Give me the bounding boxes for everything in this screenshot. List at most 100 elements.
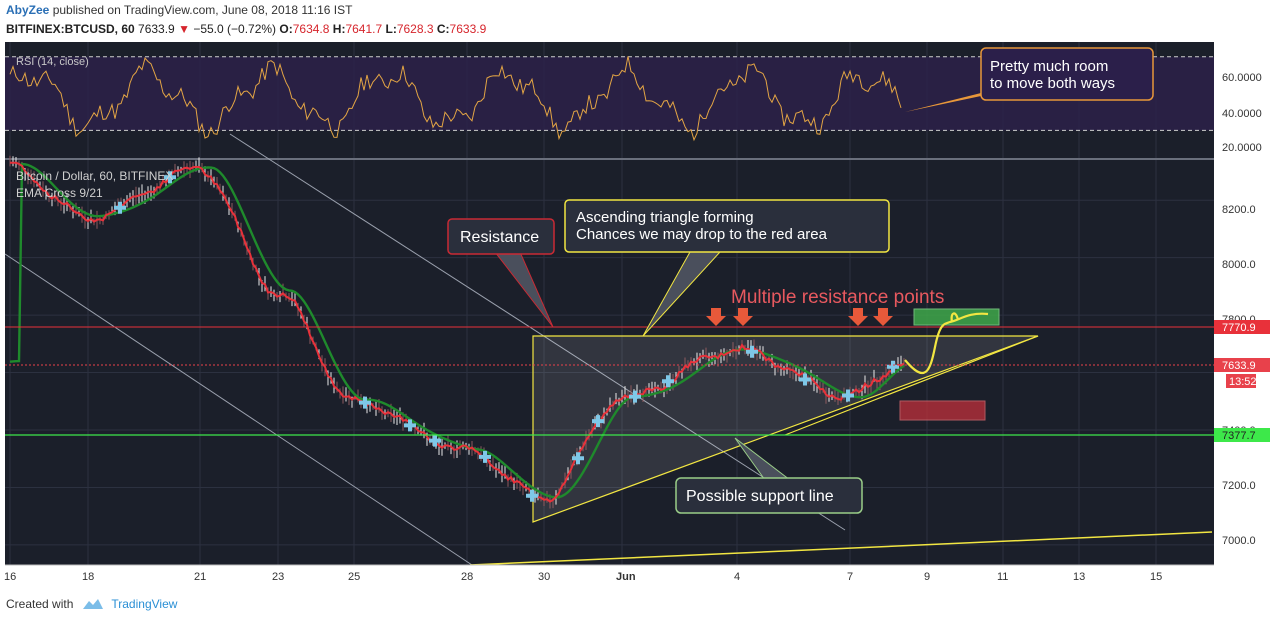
close-value: 7633.9 xyxy=(449,22,487,36)
price-change: −55.0 (−0.72%) xyxy=(193,22,277,36)
time-tick-label: 16 xyxy=(4,571,16,583)
time-tick-label: 28 xyxy=(461,571,473,583)
rsi-callout-box xyxy=(980,47,1154,101)
triangle-callout-line-1: Ascending triangle forming xyxy=(576,209,754,226)
resistance-arrow-icon xyxy=(706,308,726,326)
time-tick-label: 23 xyxy=(272,571,284,583)
indicator-label: EMA Cross 9/21 xyxy=(16,186,103,200)
ema-fast-line xyxy=(9,161,905,503)
ema-cross-plus-icon xyxy=(629,390,641,403)
resistance-arrow-icon xyxy=(733,308,753,326)
published-text: published on TradingView.com, June 08, 2… xyxy=(52,3,353,17)
symbol-header: BITFINEX:BTCUSD, 60 7633.9 ▼ −55.0 (−0.7… xyxy=(6,22,486,36)
ema-cross-plus-icon xyxy=(842,389,854,402)
last-price-badge xyxy=(1214,358,1270,372)
ema-cross-plus-icon xyxy=(164,171,176,184)
long-trend-line xyxy=(469,531,1213,566)
rsi-line xyxy=(9,56,902,142)
ema-cross-plus-icon xyxy=(404,419,416,432)
resistance-badge-text: 7770.9 xyxy=(1222,322,1256,334)
tradingview-link[interactable]: TradingView xyxy=(111,597,178,611)
high-value: 7641.7 xyxy=(345,22,383,36)
open-value: 7634.8 xyxy=(292,22,330,36)
ema-cross-markers xyxy=(114,171,899,502)
high-label: H: xyxy=(332,22,346,36)
time-tick-label: 4 xyxy=(734,571,740,583)
close-label: C: xyxy=(436,22,450,36)
support-badge-text: 7377.7 xyxy=(1222,430,1256,442)
last-price: 7633.9 xyxy=(138,22,175,36)
rsi-tick-20: 20.0000 xyxy=(1222,142,1262,154)
price-tick-8200: 8200.0 xyxy=(1222,204,1256,216)
rsi-callout: Pretty much room to move both ways xyxy=(905,47,1154,112)
rsi-callout-line-1: Pretty much room xyxy=(990,58,1108,75)
rsi-tick-40: 40.0000 xyxy=(1222,108,1262,120)
symbol: BITFINEX:BTCUSD, 60 xyxy=(6,22,135,36)
time-tick-label: 13 xyxy=(1073,571,1085,583)
timer-badge-text: 13:52 xyxy=(1229,376,1257,388)
ema-cross-plus-icon xyxy=(479,450,491,463)
rsi-callout-pointer xyxy=(905,92,1000,112)
ema-cross-plus-icon xyxy=(799,373,811,386)
ema-cross-plus-icon xyxy=(114,201,126,214)
ema-cross-plus-icon xyxy=(662,375,674,388)
projected-path xyxy=(904,312,989,374)
support-callout-text: Possible support line xyxy=(686,488,834,505)
triangle-inner-support xyxy=(784,335,1039,436)
timer-badge xyxy=(1226,374,1256,388)
ema-cross-plus-icon xyxy=(746,345,758,358)
triangle-callout: Ascending triangle forming Chances we ma… xyxy=(564,199,890,337)
time-tick-label: Jun xyxy=(616,571,636,583)
down-arrow-icon: ▼ xyxy=(178,22,190,36)
time-tick-label: 9 xyxy=(924,571,930,583)
footer: Created with TradingView xyxy=(6,597,177,611)
projected-path-loop xyxy=(950,312,960,323)
ema-cross-plus-icon xyxy=(887,360,899,373)
price-axis xyxy=(1214,42,1270,565)
time-axis-labels: 16 18 21 23 25 28 30 Jun 4 7 9 11 13 15 xyxy=(4,571,1162,583)
red-target-box xyxy=(899,400,986,421)
ema-cross-plus-icon xyxy=(429,434,441,447)
rsi-tick-60: 60.0000 xyxy=(1222,72,1262,84)
resistance-badge xyxy=(1214,320,1270,334)
multiple-resistance-text: Multiple resistance points xyxy=(731,287,944,308)
low-value: 7628.3 xyxy=(396,22,434,36)
main-panel-title: Bitcoin / Dollar, 60, BITFINEX xyxy=(16,169,173,183)
rsi-label: RSI (14, close) xyxy=(16,56,89,68)
ema-cross-plus-icon xyxy=(526,489,538,502)
time-tick-label: 18 xyxy=(82,571,94,583)
time-axis xyxy=(5,565,1214,583)
resistance-callout: Resistance xyxy=(447,218,555,328)
ema-cross-plus-icon xyxy=(359,396,371,409)
low-label: L: xyxy=(385,22,397,36)
time-tick-label: 30 xyxy=(538,571,550,583)
time-tick-label: 21 xyxy=(194,571,206,583)
last-price-badge-text: 7633.9 xyxy=(1222,360,1256,372)
resistance-arrow-icon xyxy=(873,308,893,326)
triangle-callout-box xyxy=(564,199,890,253)
resistance-arrow-icon xyxy=(848,308,868,326)
resistance-arrows xyxy=(706,308,893,326)
price-tick-8000: 8000.0 xyxy=(1222,259,1256,271)
price-tick-7000: 7000.0 xyxy=(1222,535,1256,547)
resistance-callout-text: Resistance xyxy=(460,229,539,246)
channel-upper-line xyxy=(229,133,846,531)
support-badge xyxy=(1214,428,1270,442)
publish-header: AbyZee published on TradingView.com, Jun… xyxy=(6,3,352,17)
time-tick-label: 11 xyxy=(997,571,1008,583)
triangle-callout-line-2: Chances we may drop to the red area xyxy=(576,226,828,243)
time-tick-label: 7 xyxy=(847,571,853,583)
rsi-callout-line-2: to move both ways xyxy=(990,75,1115,92)
price-tick-7200: 7200.0 xyxy=(1222,480,1256,492)
channel-lower-line xyxy=(4,253,473,566)
time-tick-label: 15 xyxy=(1150,571,1162,583)
tradingview-logo-icon xyxy=(83,599,104,609)
support-callout-box xyxy=(675,477,863,514)
time-tick-label: 25 xyxy=(348,571,360,583)
support-callout: Possible support line xyxy=(675,437,863,514)
author-link[interactable]: AbyZee xyxy=(6,3,50,17)
ema-cross-plus-icon xyxy=(592,415,604,428)
open-label: O: xyxy=(279,22,293,36)
ascending-triangle xyxy=(532,335,1039,523)
chart-canvas[interactable]: RSI (14, close) 60.0000 40.0000 20.0000 … xyxy=(0,42,1270,592)
